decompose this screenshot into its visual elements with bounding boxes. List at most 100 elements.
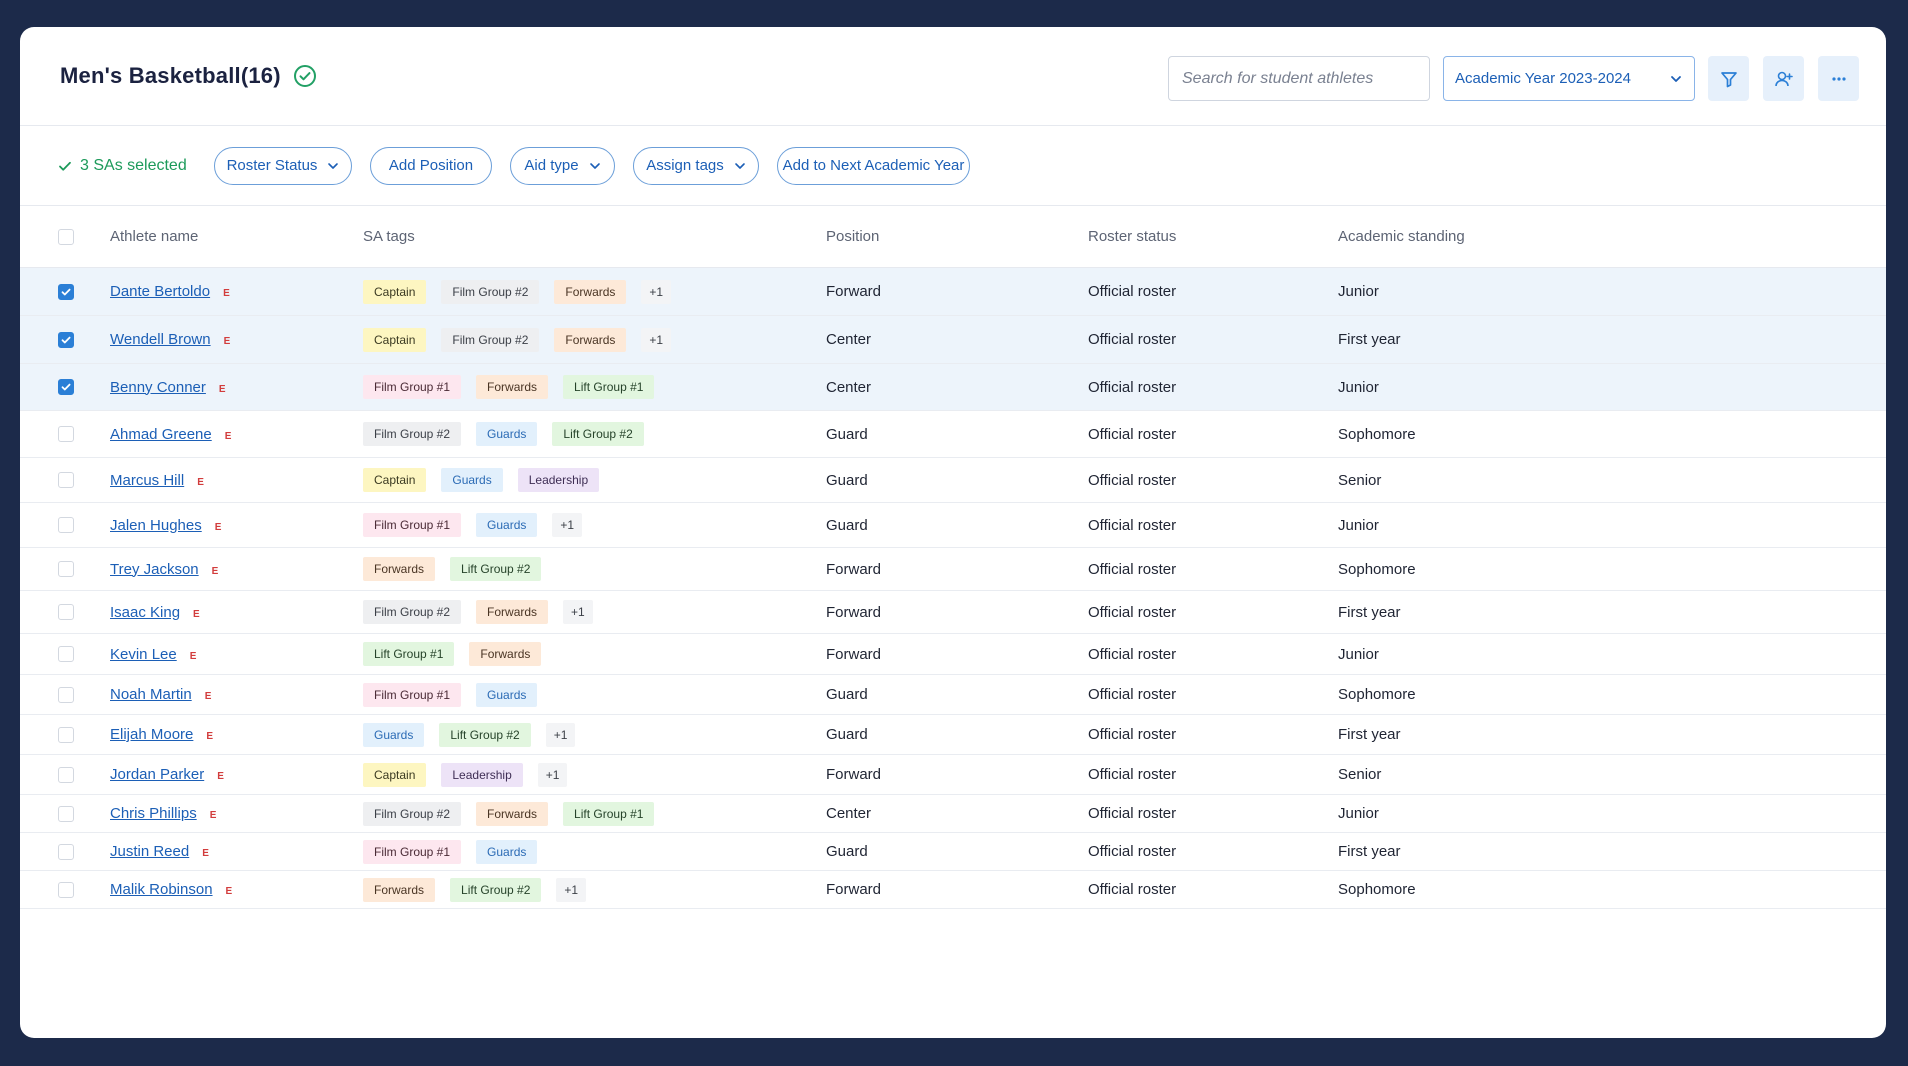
sa-tag[interactable]: Forwards: [363, 877, 436, 902]
select-all-checkbox[interactable]: [58, 228, 74, 245]
filter-button[interactable]: [1708, 56, 1749, 101]
assign-tags-button[interactable]: Assign tags: [633, 146, 759, 185]
sa-tag[interactable]: Film Group #2: [441, 279, 540, 304]
sa-tag[interactable]: Forwards: [469, 642, 542, 666]
sa-tag[interactable]: Film Group #1: [363, 839, 462, 864]
row-checkbox[interactable]: [58, 426, 74, 442]
sa-tag[interactable]: Film Group #1: [363, 375, 462, 399]
row-checkbox[interactable]: [58, 686, 74, 703]
row-checkbox[interactable]: [58, 331, 74, 348]
sa-tag[interactable]: Lift Group #1: [563, 375, 655, 399]
sa-tag[interactable]: Guards: [441, 468, 503, 492]
sa-tag[interactable]: Guards: [363, 722, 425, 747]
athlete-name-link[interactable]: Marcus Hill: [110, 471, 185, 489]
sa-tag[interactable]: Film Group #1: [363, 682, 462, 707]
table-row[interactable]: Dante Bertoldo E Captain Film Group #2 Forw…: [20, 268, 1886, 316]
athlete-name-link[interactable]: Dante Bertoldo: [110, 283, 211, 300]
sa-tag[interactable]: Forwards: [363, 557, 436, 581]
row-checkbox[interactable]: [58, 517, 74, 533]
table-row[interactable]: Justin Reed E Film Group #1 Guards Guard O…: [20, 833, 1886, 871]
sa-tag[interactable]: Guards: [476, 839, 538, 864]
sa-tag[interactable]: Film Group #2: [363, 801, 462, 826]
add-position-button[interactable]: Add Position: [370, 146, 492, 185]
table-row[interactable]: Trey Jackson E Forwards Lift Group #2 Forw…: [20, 548, 1886, 591]
athlete-name-link[interactable]: Elijah Moore: [110, 726, 194, 743]
row-checkbox[interactable]: [58, 379, 74, 395]
sa-tag[interactable]: Lift Group #2: [450, 877, 542, 902]
table-row[interactable]: Jordan Parker E Captain Leadership +1 Forwa…: [20, 755, 1886, 795]
table-row[interactable]: Noah Martin E Film Group #1 Guards Guard O…: [20, 675, 1886, 715]
athlete-name-link[interactable]: Benny Conner: [110, 378, 206, 396]
sa-tag[interactable]: Forwards: [476, 600, 549, 624]
sa-tag[interactable]: Forwards: [476, 801, 549, 826]
athlete-name-link[interactable]: Trey Jackson: [110, 560, 199, 578]
row-checkbox[interactable]: [58, 726, 74, 743]
table-row[interactable]: Benny Conner E Film Group #1 Forwards Lift …: [20, 364, 1886, 411]
row-checkbox[interactable]: [58, 805, 74, 822]
column-header-position[interactable]: Position: [826, 228, 880, 245]
sa-tag[interactable]: Lift Group #2: [552, 422, 644, 446]
table-row[interactable]: Wendell Brown E Captain Film Group #2 Forwa…: [20, 316, 1886, 364]
athlete-name-link[interactable]: Malik Robinson: [110, 881, 213, 898]
row-checkbox[interactable]: [58, 561, 74, 577]
add-user-button[interactable]: [1763, 56, 1804, 101]
athlete-name-link[interactable]: Noah Martin: [110, 686, 192, 703]
sa-tag[interactable]: +1: [537, 762, 568, 787]
sa-tag[interactable]: Forwards: [554, 279, 627, 304]
sa-tag[interactable]: Guards: [476, 682, 538, 707]
sa-tag[interactable]: Captain: [363, 762, 427, 787]
table-row[interactable]: Isaac King E Film Group #2 Forwards +1 Forw…: [20, 591, 1886, 634]
table-row[interactable]: Jalen Hughes E Film Group #1 Guards +1 Guar…: [20, 503, 1886, 548]
athlete-name-link[interactable]: Kevin Lee: [110, 645, 177, 663]
sa-tag[interactable]: +1: [556, 877, 587, 902]
sa-tag[interactable]: Film Group #2: [363, 600, 462, 624]
sa-tag[interactable]: Guards: [476, 422, 538, 446]
column-header-name[interactable]: Athlete name: [110, 228, 199, 245]
sa-tag[interactable]: +1: [552, 513, 583, 537]
athlete-name-link[interactable]: Ahmad Greene: [110, 425, 212, 443]
column-header-roster[interactable]: Roster status: [1088, 228, 1177, 245]
sa-tag[interactable]: Forwards: [476, 375, 549, 399]
sa-tag[interactable]: +1: [641, 327, 672, 352]
sa-tag[interactable]: Lift Group #1: [563, 801, 655, 826]
table-row[interactable]: Chris Phillips E Film Group #2 Forwards Lif…: [20, 795, 1886, 833]
athlete-name-link[interactable]: Chris Phillips: [110, 805, 197, 822]
row-checkbox[interactable]: [58, 881, 74, 898]
table-row[interactable]: Ahmad Greene E Film Group #2 Guards Lift Gr…: [20, 411, 1886, 458]
more-options-button[interactable]: [1818, 56, 1859, 101]
sa-tag[interactable]: Lift Group #1: [363, 642, 455, 666]
sa-tag[interactable]: Film Group #2: [363, 422, 462, 446]
athlete-name-link[interactable]: Jordan Parker: [110, 766, 205, 783]
column-header-tags[interactable]: SA tags: [363, 228, 415, 245]
sa-tag[interactable]: +1: [563, 600, 593, 624]
athlete-name-link[interactable]: Justin Reed: [110, 843, 190, 860]
aid-type-button[interactable]: Aid type: [510, 146, 615, 185]
sa-tag[interactable]: +1: [545, 722, 576, 747]
sa-tag[interactable]: +1: [641, 279, 672, 304]
sa-tag[interactable]: Leadership: [441, 762, 523, 787]
sa-tag[interactable]: Film Group #2: [441, 327, 540, 352]
row-checkbox[interactable]: [58, 472, 74, 488]
sa-tag[interactable]: Captain: [363, 327, 427, 352]
row-checkbox[interactable]: [58, 766, 74, 783]
academic-year-select[interactable]: Academic Year 2023-2024: [1443, 56, 1695, 101]
athlete-name-link[interactable]: Isaac King: [110, 603, 181, 621]
row-checkbox[interactable]: [58, 604, 74, 620]
row-checkbox[interactable]: [58, 283, 74, 300]
add-next-year-button[interactable]: Add to Next Academic Year: [777, 146, 970, 185]
table-row[interactable]: Kevin Lee E Lift Group #1 Forwards Forward…: [20, 634, 1886, 675]
table-row[interactable]: Marcus Hill E Captain Guards Leadership Gua…: [20, 458, 1886, 503]
search-input[interactable]: [1168, 56, 1430, 101]
athlete-name-link[interactable]: Jalen Hughes: [110, 516, 202, 534]
sa-tag[interactable]: Leadership: [517, 468, 600, 492]
athlete-name-link[interactable]: Wendell Brown: [110, 331, 211, 348]
sa-tag[interactable]: Guards: [476, 513, 538, 537]
column-header-academic[interactable]: Academic standing: [1338, 228, 1465, 245]
row-checkbox[interactable]: [58, 843, 74, 860]
table-row[interactable]: Elijah Moore E Guards Lift Group #2 +1 Guar…: [20, 715, 1886, 755]
sa-tag[interactable]: Forwards: [554, 327, 627, 352]
sa-tag[interactable]: Lift Group #2: [450, 557, 542, 581]
sa-tag[interactable]: Captain: [363, 279, 427, 304]
roster-status-button[interactable]: Roster Status: [214, 146, 352, 185]
table-row[interactable]: Malik Robinson E Forwards Lift Group #2 +1 …: [20, 871, 1886, 909]
